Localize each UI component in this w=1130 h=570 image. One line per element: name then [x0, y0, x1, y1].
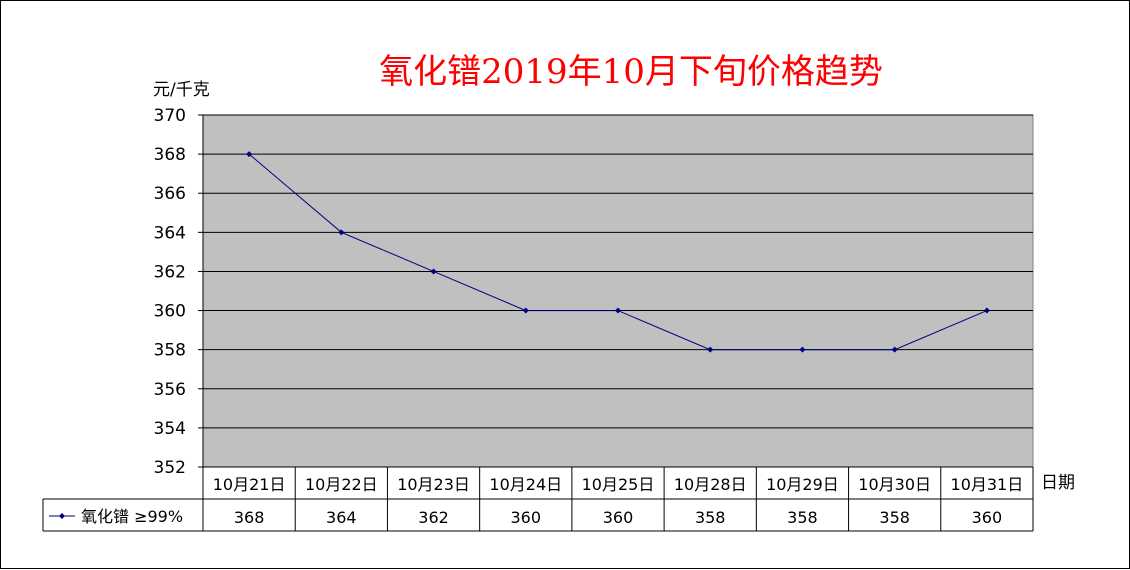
- x-tick-label: 10月24日: [489, 475, 562, 494]
- data-point-marker: [799, 346, 806, 353]
- data-point-marker: [522, 307, 529, 314]
- legend-series-name: 氧化镨 ≥99%: [81, 507, 183, 526]
- data-table-value: 358: [879, 508, 910, 527]
- y-tick-label: 360: [154, 302, 186, 322]
- data-table-value: 358: [695, 508, 726, 527]
- data-table-value: 364: [326, 508, 357, 527]
- x-tick-label: 10月25日: [582, 475, 655, 494]
- y-tick-label: 352: [154, 458, 186, 478]
- data-table-value: 360: [972, 508, 1003, 527]
- y-tick-label: 368: [154, 145, 186, 165]
- data-point-marker: [891, 346, 898, 353]
- legend-marker: [59, 513, 65, 519]
- data-table-value: 368: [234, 508, 265, 527]
- data-point-marker: [983, 307, 990, 314]
- data-point-marker: [338, 229, 345, 236]
- data-table-value: 362: [418, 508, 449, 527]
- y-tick-label: 364: [154, 223, 186, 243]
- y-tick-label: 358: [154, 341, 186, 361]
- data-point-marker: [707, 346, 714, 353]
- data-table-value: 358: [787, 508, 818, 527]
- data-point-marker: [430, 268, 437, 275]
- data-table-value: 360: [603, 508, 634, 527]
- y-tick-label: 354: [154, 419, 186, 439]
- data-table: 10月21日 368 10月22日 364 10月23日 362 10月24日 360 10月2…: [42, 466, 1034, 532]
- x-tick-label: 10月31日: [951, 475, 1024, 494]
- y-tick-label: 362: [154, 262, 186, 282]
- x-tick-label: 10月21日: [213, 475, 286, 494]
- y-tick-label: 366: [154, 184, 186, 204]
- x-tick-label: 10月29日: [766, 475, 839, 494]
- x-axis-label: 日期: [1041, 473, 1075, 493]
- data-point-marker: [615, 307, 621, 314]
- y-tick-label: 356: [154, 380, 186, 400]
- x-tick-label: 10月28日: [674, 475, 747, 494]
- plot-area: 352 354 356 358 360 362 364 366 368 370: [154, 106, 1034, 478]
- y-axis-label: 元/千克: [153, 80, 210, 100]
- chart-title: 氧化镨2019年10月下旬价格趋势: [379, 52, 883, 92]
- y-tick-label: 370: [154, 106, 186, 126]
- data-point-marker: [246, 151, 253, 158]
- plot-background: [202, 114, 1034, 468]
- x-tick-label: 10月23日: [397, 475, 470, 494]
- data-table-value: 360: [511, 508, 542, 527]
- x-tick-label: 10月30日: [858, 475, 931, 494]
- x-tick-label: 10月22日: [305, 475, 378, 494]
